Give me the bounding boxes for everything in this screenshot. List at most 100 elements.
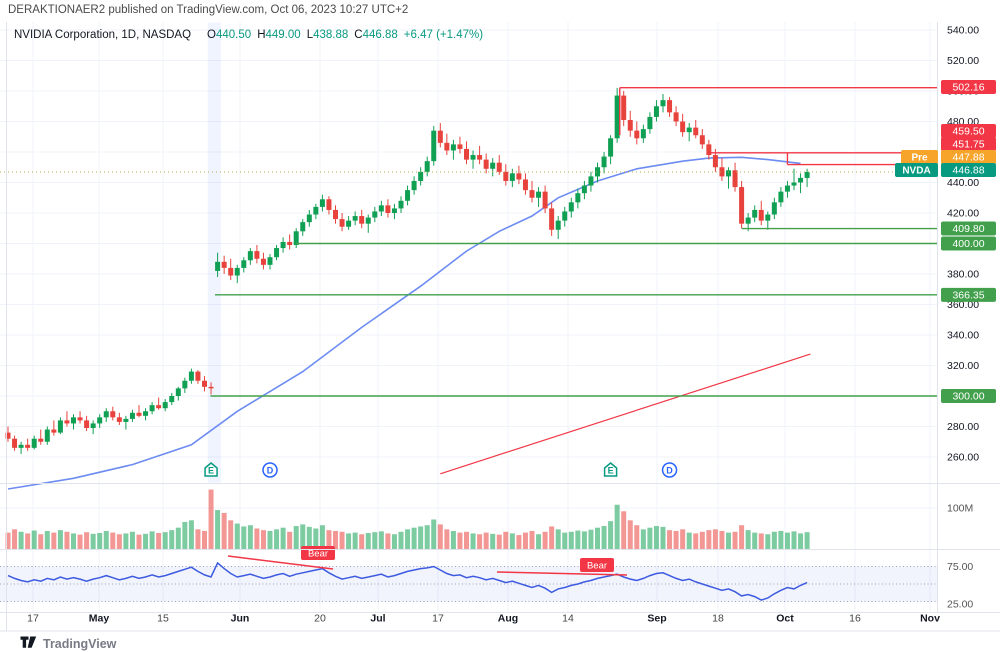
candle[interactable] — [57, 417, 63, 435]
candle[interactable] — [372, 206, 378, 223]
candle[interactable] — [38, 429, 44, 445]
candle[interactable] — [208, 382, 214, 395]
candle[interactable] — [575, 188, 581, 209]
rsi-pane[interactable]: Bear Bear — [0, 546, 937, 602]
candle[interactable] — [202, 376, 207, 392]
divergence-line[interactable] — [227, 555, 334, 570]
candle[interactable] — [260, 252, 266, 270]
candle[interactable] — [84, 415, 90, 432]
candle[interactable] — [621, 91, 627, 127]
candle[interactable] — [116, 412, 122, 425]
candle[interactable] — [726, 167, 731, 189]
candle[interactable] — [568, 197, 574, 218]
candle[interactable] — [660, 94, 666, 113]
candle[interactable] — [542, 185, 548, 213]
trendline-drawing[interactable] — [440, 353, 811, 475]
candle[interactable] — [306, 209, 312, 227]
candle[interactable] — [195, 370, 201, 384]
candle[interactable] — [699, 129, 705, 149]
candle[interactable] — [765, 211, 771, 230]
rsi-line[interactable] — [7, 561, 808, 601]
candle[interactable] — [536, 187, 542, 207]
candle[interactable] — [457, 136, 463, 154]
candle[interactable] — [149, 402, 155, 415]
candle[interactable] — [490, 158, 496, 177]
candle[interactable] — [129, 409, 135, 422]
candle[interactable] — [90, 420, 96, 435]
candle[interactable] — [562, 206, 568, 227]
candle[interactable] — [640, 124, 646, 143]
candle[interactable] — [614, 87, 620, 143]
candle[interactable] — [241, 257, 247, 273]
divergence-line[interactable] — [496, 571, 628, 576]
candle[interactable] — [267, 254, 273, 270]
candles-layer[interactable] — [5, 87, 810, 454]
candle[interactable] — [477, 145, 483, 165]
candle[interactable] — [706, 139, 712, 160]
candle[interactable] — [71, 414, 76, 430]
candle[interactable] — [136, 405, 142, 418]
candle[interactable] — [293, 228, 299, 249]
candle[interactable] — [758, 200, 764, 226]
candle[interactable] — [418, 167, 424, 186]
candle[interactable] — [188, 368, 194, 384]
candle[interactable] — [686, 123, 692, 142]
dividend-marker[interactable]: D — [262, 462, 278, 478]
candle[interactable] — [522, 173, 528, 195]
moving-average-line[interactable] — [7, 156, 801, 490]
candle[interactable] — [365, 214, 371, 233]
candle[interactable] — [274, 245, 280, 261]
bear-flag[interactable]: Bear — [301, 546, 335, 560]
candle[interactable] — [175, 386, 181, 401]
candle[interactable] — [595, 162, 600, 183]
level-lines-layer[interactable] — [210, 87, 937, 397]
candle[interactable] — [97, 414, 103, 429]
candle[interactable] — [51, 420, 57, 436]
price-axis[interactable]: 540.00520.00500.00480.00460.00440.00420.… — [895, 25, 996, 611]
earnings-marker[interactable]: E — [204, 462, 218, 477]
candle[interactable] — [588, 171, 594, 192]
candle[interactable] — [693, 119, 699, 139]
candle[interactable] — [156, 397, 162, 410]
candle[interactable] — [627, 110, 633, 137]
candle[interactable] — [784, 180, 790, 198]
dividend-marker[interactable]: D — [661, 462, 678, 478]
candle[interactable] — [555, 216, 561, 239]
candle[interactable] — [77, 411, 83, 424]
candle[interactable] — [313, 203, 319, 220]
candle[interactable] — [470, 150, 476, 169]
candle[interactable] — [444, 133, 450, 156]
candle[interactable] — [123, 415, 129, 430]
tradingview-footer[interactable]: TradingView — [20, 634, 116, 652]
candle[interactable] — [739, 180, 745, 229]
candle[interactable] — [516, 165, 522, 185]
candle[interactable] — [653, 100, 659, 122]
candle[interactable] — [12, 435, 18, 451]
candle[interactable] — [346, 216, 352, 230]
candle[interactable] — [143, 408, 149, 421]
candle[interactable] — [778, 187, 784, 207]
earnings-marker[interactable]: E — [603, 462, 618, 477]
candle[interactable] — [752, 205, 758, 223]
candle[interactable] — [300, 219, 306, 236]
candle[interactable] — [280, 237, 286, 253]
candle[interactable] — [228, 258, 234, 281]
candle[interactable] — [103, 408, 109, 422]
candle[interactable] — [319, 194, 325, 212]
volume-layer[interactable] — [5, 489, 810, 549]
candle[interactable] — [771, 197, 777, 220]
candle[interactable] — [634, 121, 640, 145]
candle[interactable] — [732, 162, 738, 192]
candle[interactable] — [215, 252, 221, 278]
candle[interactable] — [719, 158, 725, 181]
candle[interactable] — [64, 411, 70, 427]
candle[interactable] — [333, 205, 338, 224]
candle[interactable] — [464, 141, 469, 165]
candle[interactable] — [339, 213, 345, 232]
candle[interactable] — [254, 245, 260, 264]
candle[interactable] — [110, 406, 116, 421]
candle[interactable] — [287, 234, 293, 250]
time-axis[interactable]: 17 May 15 Jun 20 Jul 17 Aug 14 Sep 18 Oct 16 Nov — [27, 613, 940, 625]
candle[interactable] — [667, 97, 673, 117]
